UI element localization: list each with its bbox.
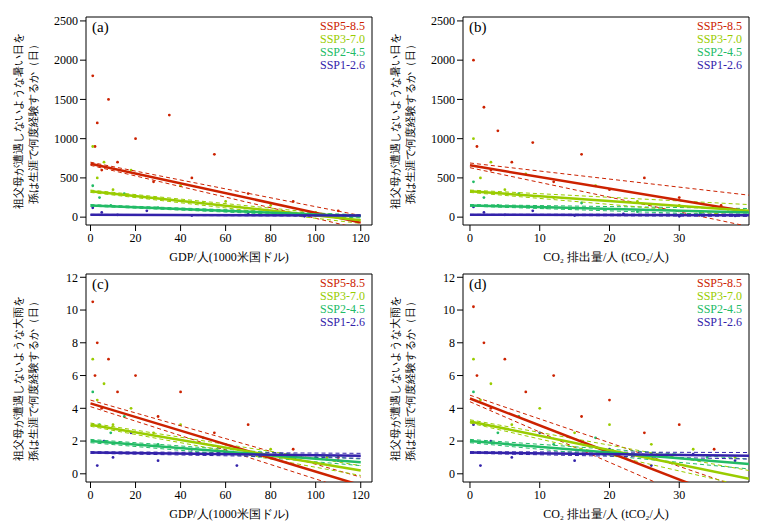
svg-text:6: 6 <box>72 369 78 383</box>
svg-text:30: 30 <box>673 488 685 502</box>
html-text:孫は生涯で何度経験するか（日）: 孫は生涯で何度経験するか（日） <box>404 38 417 204</box>
svg-text:60: 60 <box>220 231 232 245</box>
svg-text:2500: 2500 <box>54 14 78 28</box>
svg-text:2500: 2500 <box>431 14 455 28</box>
html-text:孫は生涯で何度経験するか（日）: 孫は生涯で何度経験するか（日） <box>404 295 417 461</box>
html-text:SSP5-8.5: SSP5-8.5 <box>320 276 365 290</box>
svg-text:1000: 1000 <box>54 132 78 146</box>
html-text:祖父母が遭遇しないような大雨を: 祖父母が遭遇しないような大雨を <box>12 295 25 461</box>
svg-text:20: 20 <box>130 488 142 502</box>
html-text:SSP3-7.0: SSP3-7.0 <box>697 32 742 46</box>
html-text:(b): (b) <box>469 19 487 35</box>
html-text:孫は生涯で何度経験するか（日）: 孫は生涯で何度経験するか（日） <box>27 295 40 461</box>
svg-text:1500: 1500 <box>54 93 78 107</box>
svg-text:GDP/人(1000米国ドル): GDP/人(1000米国ドル) <box>169 507 288 521</box>
html-text:SSP1-2.6: SSP1-2.6 <box>697 315 742 329</box>
html-text:孫は生涯で何度経験するか（日）: 孫は生涯で何度経験するか（日） <box>27 38 40 204</box>
html-text:祖父母が遭遇しないような暑い日を: 祖父母が遭遇しないような暑い日を <box>389 33 402 209</box>
svg-text:12: 12 <box>66 271 78 285</box>
svg-text:60: 60 <box>220 488 232 502</box>
html-text:SSP2-4.5: SSP2-4.5 <box>697 45 742 59</box>
svg-text:1000: 1000 <box>431 132 455 146</box>
svg-text:1500: 1500 <box>431 93 455 107</box>
svg-text:500: 500 <box>437 171 455 185</box>
svg-text:GDP/人(1000米国ドル): GDP/人(1000米国ドル) <box>169 250 288 264</box>
html-text:SSP2-4.5: SSP2-4.5 <box>697 302 742 316</box>
svg-text:0: 0 <box>88 488 94 502</box>
html-text:祖父母が遭遇しないような暑い日を: 祖父母が遭遇しないような暑い日を <box>12 33 25 209</box>
svg-text:6: 6 <box>449 369 455 383</box>
svg-text:0: 0 <box>449 210 455 224</box>
html-text:SSP1-2.6: SSP1-2.6 <box>697 58 742 72</box>
html-text:SSP5-8.5: SSP5-8.5 <box>320 19 365 33</box>
html-text:(a): (a) <box>92 19 109 35</box>
svg-text:120: 120 <box>352 231 370 245</box>
svg-text:80: 80 <box>265 488 277 502</box>
svg-text:20: 20 <box>603 231 615 245</box>
svg-text:2000: 2000 <box>431 53 455 67</box>
html-text:祖父母が遭遇しないような大雨を: 祖父母が遭遇しないような大雨を <box>389 295 402 461</box>
svg-text:20: 20 <box>603 488 615 502</box>
svg-text:0: 0 <box>467 488 473 502</box>
svg-text:30: 30 <box>673 231 685 245</box>
html-text:(d): (d) <box>469 276 487 292</box>
html-text:SSP3-7.0: SSP3-7.0 <box>320 32 365 46</box>
svg-text:4: 4 <box>449 402 455 416</box>
svg-text:40: 40 <box>175 488 187 502</box>
html-text:(c): (c) <box>92 276 109 292</box>
html-text:SSP1-2.6: SSP1-2.6 <box>320 315 365 329</box>
html-text:SSP5-8.5: SSP5-8.5 <box>697 276 742 290</box>
svg-text:8: 8 <box>72 336 78 350</box>
svg-text:10: 10 <box>443 303 455 317</box>
html-text:SSP2-4.5: SSP2-4.5 <box>320 302 365 316</box>
svg-text:500: 500 <box>60 171 78 185</box>
svg-text:120: 120 <box>352 488 370 502</box>
svg-text:2: 2 <box>72 434 78 448</box>
html-text:SSP3-7.0: SSP3-7.0 <box>697 289 742 303</box>
svg-text:0: 0 <box>72 210 78 224</box>
svg-text:0: 0 <box>72 467 78 481</box>
svg-text:100: 100 <box>307 488 325 502</box>
svg-text:40: 40 <box>175 231 187 245</box>
svg-text:0: 0 <box>88 231 94 245</box>
svg-text:CO₂ 排出量/人 (tCO₂/人): CO₂ 排出量/人 (tCO₂/人) <box>543 250 669 264</box>
svg-text:2000: 2000 <box>54 53 78 67</box>
html-text:SSP3-7.0: SSP3-7.0 <box>320 289 365 303</box>
html-text:SSP2-4.5: SSP2-4.5 <box>320 45 365 59</box>
svg-text:100: 100 <box>307 231 325 245</box>
svg-text:10: 10 <box>66 303 78 317</box>
svg-text:12: 12 <box>443 271 455 285</box>
svg-text:CO₂ 排出量/人 (tCO₂/人): CO₂ 排出量/人 (tCO₂/人) <box>543 507 669 521</box>
svg-text:0: 0 <box>449 467 455 481</box>
svg-text:8: 8 <box>449 336 455 350</box>
svg-text:0: 0 <box>467 231 473 245</box>
svg-text:2: 2 <box>449 434 455 448</box>
html-text:SSP1-2.6: SSP1-2.6 <box>320 58 365 72</box>
html-text:SSP5-8.5: SSP5-8.5 <box>697 19 742 33</box>
svg-text:4: 4 <box>72 402 78 416</box>
svg-text:20: 20 <box>130 231 142 245</box>
svg-text:80: 80 <box>265 231 277 245</box>
svg-text:10: 10 <box>534 231 546 245</box>
svg-text:10: 10 <box>534 488 546 502</box>
